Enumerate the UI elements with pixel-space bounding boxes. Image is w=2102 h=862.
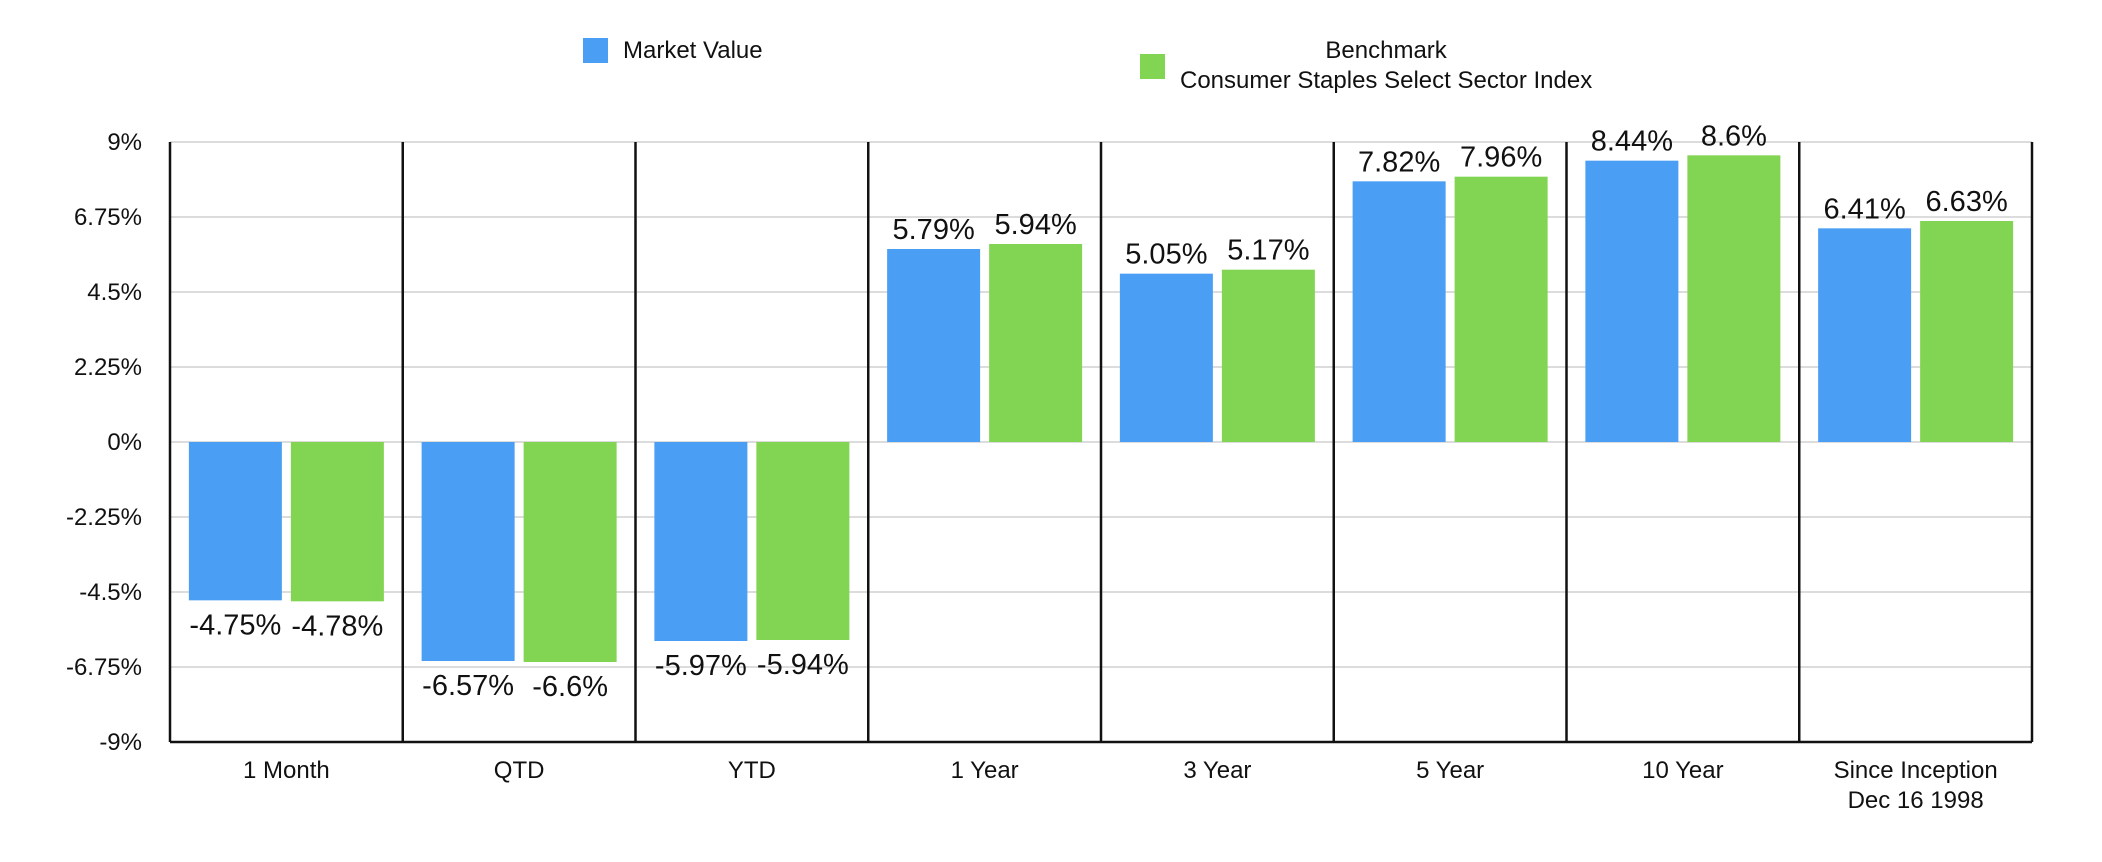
bar (1818, 228, 1912, 442)
x-tick-label: 3 Year (1183, 757, 1251, 784)
legend-label-benchmark-line2: Consumer Staples Select Sector Index (1180, 67, 1593, 94)
bar (1920, 221, 2014, 442)
data-label: -5.97% (655, 650, 747, 682)
bar (1687, 155, 1781, 443)
data-label: -6.6% (532, 671, 608, 703)
x-tick-label: 1 Year (951, 757, 1019, 784)
bar (523, 442, 617, 662)
x-tick-label: YTD (728, 757, 776, 784)
bar (1221, 269, 1315, 442)
data-label: 7.82% (1358, 146, 1440, 178)
legend-label-benchmark: Benchmark Consumer Staples Select Sector… (1180, 36, 1592, 96)
x-tick-label: 1 Month (243, 757, 330, 784)
bar (756, 442, 850, 640)
bar (654, 442, 748, 641)
bar (887, 249, 981, 442)
y-tick-label: 6.75% (74, 204, 142, 231)
data-label: 5.79% (893, 214, 975, 246)
legend-swatch-market-value (583, 38, 608, 63)
data-label: -5.94% (757, 649, 849, 681)
bar (989, 244, 1083, 442)
legend-label-market-value: Market Value (623, 37, 763, 64)
bar (1585, 160, 1679, 442)
x-tick-label: QTD (494, 757, 545, 784)
y-tick-label: 0% (107, 429, 142, 456)
y-tick-label: -9% (99, 729, 142, 756)
y-tick-label: 4.5% (87, 279, 142, 306)
x-tick-label: 10 Year (1642, 757, 1723, 784)
bar (421, 442, 515, 661)
bar (188, 442, 282, 601)
x-tick-label: Since Inception (1834, 757, 1998, 784)
data-label: 8.44% (1591, 126, 1673, 158)
bar (1454, 176, 1548, 442)
data-label: 5.17% (1227, 235, 1309, 267)
bar (1352, 181, 1446, 443)
data-label: 8.6% (1701, 120, 1767, 152)
legend-label-benchmark-line1: Benchmark (1325, 37, 1447, 64)
data-label: -4.78% (291, 610, 383, 642)
data-label: -4.75% (189, 609, 281, 641)
legend-item-market-value: Market Value (583, 36, 763, 66)
data-label: 6.63% (1926, 186, 2008, 218)
data-label: 5.94% (995, 209, 1077, 241)
data-label: 5.05% (1125, 239, 1207, 271)
y-tick-label: 2.25% (74, 354, 142, 381)
y-tick-label: 9% (107, 129, 142, 156)
legend-swatch-benchmark (1140, 54, 1165, 79)
bar (290, 442, 384, 602)
data-label: 6.41% (1824, 193, 1906, 225)
y-tick-label: -4.5% (79, 579, 142, 606)
y-tick-label: -2.25% (66, 504, 142, 531)
legend-item-benchmark: Benchmark Consumer Staples Select Sector… (1140, 36, 1592, 96)
x-tick-label: 5 Year (1416, 757, 1484, 784)
x-tick-label: Dec 16 1998 (1848, 787, 1984, 814)
data-label: -6.57% (422, 670, 514, 702)
bar (1119, 273, 1213, 442)
data-label: 7.96% (1460, 142, 1542, 174)
y-tick-label: -6.75% (66, 654, 142, 681)
